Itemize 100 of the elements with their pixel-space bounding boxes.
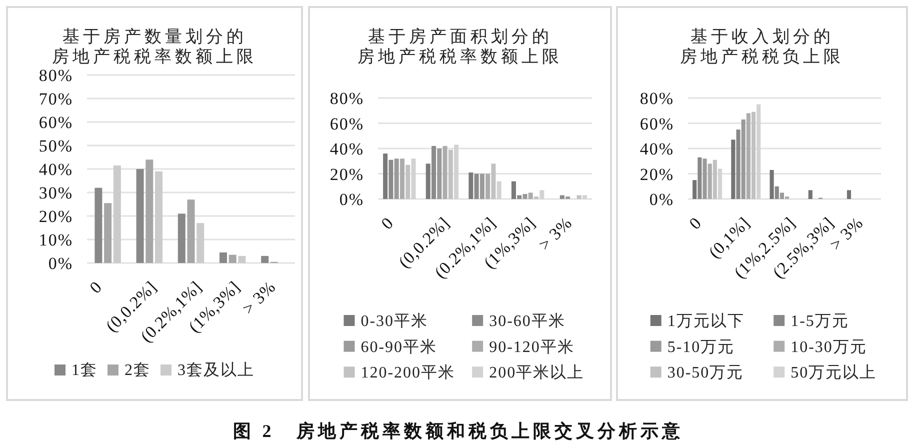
x-tick-label: 0	[378, 213, 398, 234]
bar	[566, 196, 570, 199]
bar	[774, 186, 779, 199]
bar	[698, 157, 702, 199]
chart-title: 基于收入划分的房地产税税负上限	[680, 27, 844, 66]
bar	[718, 168, 722, 199]
bar	[94, 188, 102, 263]
bar	[388, 160, 394, 199]
bar	[196, 223, 204, 263]
bar	[113, 165, 121, 263]
bar	[560, 195, 564, 199]
legend-label: 10-30万元	[790, 338, 867, 356]
x-tick-label: > 3%	[535, 213, 576, 254]
bar	[426, 164, 430, 199]
bar	[486, 174, 490, 199]
y-tick-label: 80%	[330, 89, 364, 108]
bar	[431, 146, 436, 199]
legend-label: 0-30平米	[360, 312, 428, 330]
bar	[238, 256, 246, 263]
legend-label: 120-200平米	[360, 364, 456, 382]
bar	[576, 195, 582, 199]
legend-label: 1万元以下	[667, 312, 744, 330]
legend-label: 1-5万元	[790, 313, 849, 330]
bar	[437, 148, 442, 199]
legend-label: 5-10万元	[667, 338, 735, 356]
bar	[712, 160, 717, 199]
bar	[582, 195, 587, 199]
x-tick-label: 0	[685, 213, 706, 234]
y-tick-label: 60%	[640, 114, 674, 134]
chart-title: 基于房产数量划分的房地产税税率数额上限	[52, 27, 257, 66]
bar	[178, 214, 186, 263]
bar	[780, 192, 784, 199]
bar	[741, 119, 746, 199]
bar	[104, 203, 112, 263]
y-tick-label: 40%	[640, 140, 674, 158]
bar	[454, 144, 459, 199]
legend-label: 50万元以上	[790, 364, 877, 382]
y-tick-label: 20%	[38, 207, 73, 226]
bar	[136, 169, 144, 263]
y-tick-label: 10%	[38, 230, 73, 250]
bar	[692, 180, 697, 199]
bar	[468, 172, 474, 199]
bar	[442, 146, 448, 199]
bar	[736, 130, 740, 199]
legend-label: 3套及以上	[178, 361, 254, 379]
bar	[474, 174, 479, 199]
bar	[756, 104, 761, 199]
bar	[400, 158, 404, 199]
x-tick-label: 0	[86, 277, 106, 298]
y-tick-label: 40%	[330, 140, 364, 158]
bar	[808, 190, 812, 199]
y-tick-label: 80%	[640, 89, 674, 108]
y-tick-label: 50%	[38, 136, 73, 156]
bar	[517, 195, 522, 199]
bar	[785, 196, 790, 199]
y-tick-label: 60%	[38, 113, 73, 132]
legend-label: 90-120平米	[489, 338, 574, 356]
bar	[219, 252, 227, 263]
y-tick-label: 70%	[38, 90, 73, 108]
bar	[534, 196, 539, 199]
bar	[411, 158, 416, 199]
y-tick-label: 80%	[38, 66, 73, 85]
y-tick-label: 0%	[48, 254, 73, 273]
y-tick-label: 20%	[330, 164, 364, 184]
y-tick-label: 0%	[339, 190, 364, 209]
bar	[480, 174, 484, 199]
y-tick-label: 60%	[330, 114, 364, 134]
bar	[155, 171, 163, 263]
bar	[702, 158, 707, 199]
bar	[491, 164, 496, 199]
y-tick-label: 20%	[640, 164, 674, 184]
y-tick-label: 0%	[649, 190, 674, 209]
chart-title: 基于房产面积划分的房地产税税率数额上限	[358, 27, 562, 66]
bar	[708, 164, 712, 199]
legend-label: 1套	[72, 362, 98, 379]
legend-label: 2套	[124, 362, 150, 379]
y-tick-label: 40%	[38, 160, 73, 179]
legend-label: 30-50万元	[667, 364, 744, 382]
bar	[846, 190, 852, 199]
bar	[528, 192, 533, 199]
bar	[540, 190, 544, 199]
legend-label: 200平米以上	[489, 364, 584, 382]
bar	[746, 113, 750, 199]
caption: 图 2 房地产税率数额和税负上限交叉分析示意	[232, 421, 684, 441]
y-tick-label: 30%	[38, 184, 73, 202]
bar	[731, 140, 736, 199]
bar	[751, 112, 756, 199]
bar	[187, 200, 195, 263]
bar	[394, 158, 399, 199]
legend-label: 30-60平米	[489, 312, 566, 330]
legend-label: 60-90平米	[360, 338, 438, 356]
bar	[228, 254, 236, 263]
bar	[496, 181, 502, 199]
bar	[146, 160, 154, 263]
bar	[770, 170, 774, 199]
bar	[511, 181, 516, 199]
bar	[406, 164, 410, 199]
bar	[383, 154, 388, 199]
bar	[261, 256, 269, 263]
bar	[522, 194, 528, 199]
